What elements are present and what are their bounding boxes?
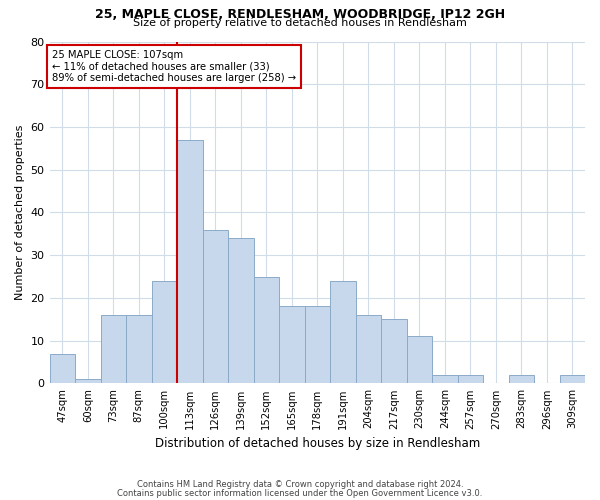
Bar	[75, 379, 101, 384]
Bar	[356, 315, 381, 384]
Bar	[560, 375, 585, 384]
Bar	[126, 315, 152, 384]
Text: Contains public sector information licensed under the Open Government Licence v3: Contains public sector information licen…	[118, 488, 482, 498]
Bar	[50, 354, 75, 384]
Y-axis label: Number of detached properties: Number of detached properties	[15, 125, 25, 300]
Bar	[152, 281, 177, 384]
Bar	[203, 230, 228, 384]
Text: Contains HM Land Registry data © Crown copyright and database right 2024.: Contains HM Land Registry data © Crown c…	[137, 480, 463, 489]
Bar	[254, 276, 279, 384]
Bar	[330, 281, 356, 384]
Bar	[101, 315, 126, 384]
Bar	[177, 140, 203, 384]
Bar	[458, 375, 483, 384]
Bar	[279, 306, 305, 384]
Text: 25, MAPLE CLOSE, RENDLESHAM, WOODBRIDGE, IP12 2GH: 25, MAPLE CLOSE, RENDLESHAM, WOODBRIDGE,…	[95, 8, 505, 20]
Bar	[381, 320, 407, 384]
Bar	[228, 238, 254, 384]
Bar	[407, 336, 432, 384]
X-axis label: Distribution of detached houses by size in Rendlesham: Distribution of detached houses by size …	[155, 437, 480, 450]
Bar	[305, 306, 330, 384]
Bar	[509, 375, 534, 384]
Bar	[432, 375, 458, 384]
Text: Size of property relative to detached houses in Rendlesham: Size of property relative to detached ho…	[133, 18, 467, 28]
Text: 25 MAPLE CLOSE: 107sqm
← 11% of detached houses are smaller (33)
89% of semi-det: 25 MAPLE CLOSE: 107sqm ← 11% of detached…	[52, 50, 296, 83]
